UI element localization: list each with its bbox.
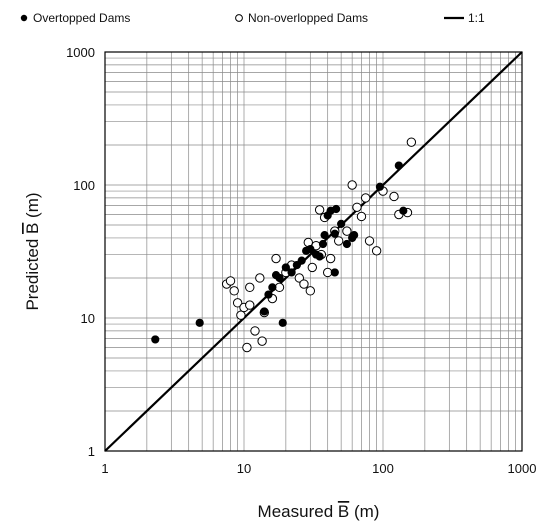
non-overtopped-point (364, 236, 375, 246)
y-axis-title-unit: (m) (23, 192, 42, 222)
non-overtopped-point (299, 279, 309, 289)
non-overtopped-point (255, 273, 265, 283)
non-overtopped-point (232, 298, 243, 308)
overtopped-point (260, 307, 269, 316)
overtopped-point (330, 268, 339, 277)
legend-label: 1:1 (468, 11, 485, 25)
non-overtopped-point (257, 336, 267, 346)
x-axis-title-symbol: B (338, 502, 349, 521)
overtopped-point (399, 206, 408, 215)
y-axis-title: Predicted B (m) (23, 192, 42, 310)
non-overtopped-point (389, 191, 399, 202)
y-axis-title-prefix: Predicted (23, 234, 42, 311)
overtopped-point (330, 229, 339, 238)
legend: Overtopped Dams Non-overlopped Dams 1:1 (20, 11, 485, 25)
non-overtopped-point (274, 282, 285, 293)
y-tick-label: 1 (88, 444, 95, 459)
overtopped-point (315, 252, 324, 261)
non-overtopped-point (325, 253, 336, 264)
overtopped-point (318, 239, 328, 249)
x-axis-title-prefix: Measured (258, 502, 338, 521)
non-overtopped-point (314, 205, 325, 215)
non-overtopped-point (271, 253, 281, 264)
non-overtopped-point (229, 286, 239, 296)
overtopped-point (268, 283, 277, 292)
non-overtopped-point (371, 246, 382, 256)
tick-labels: 1 10 100 1000 1 10 100 1000 (66, 45, 536, 476)
overtopped-point (332, 204, 341, 214)
x-tick-label: 100 (372, 461, 394, 476)
non-overtopped-point (225, 276, 236, 286)
overtopped-point (337, 219, 346, 228)
non-overtopped-point (245, 282, 255, 293)
overtopped-point (394, 161, 403, 170)
x-axis-title: Measured B (m) (258, 502, 380, 521)
legend-non-overtopped-marker (235, 14, 243, 22)
plot-frame (104, 51, 523, 452)
non-overtopped-point (406, 137, 417, 147)
non-overtopped-point (360, 193, 371, 203)
overtopped-point (287, 268, 296, 277)
overtopped-point (375, 182, 385, 191)
non-overtopped-point (305, 286, 316, 296)
overtopped-point (275, 273, 284, 283)
y-tick-label: 100 (73, 178, 95, 193)
overtopped-point (195, 318, 204, 327)
x-axis-title-unit: (m) (349, 502, 379, 521)
legend-overtopped-marker (20, 14, 28, 22)
non-overtopped-point (307, 262, 317, 273)
overtopped-markers (151, 161, 408, 344)
x-tick-label: 1000 (508, 461, 537, 476)
non-overtopped-point (322, 267, 333, 278)
y-tick-label: 10 (81, 311, 95, 326)
non-overtopped-point (250, 326, 260, 336)
overtopped-point (151, 335, 160, 344)
overtopped-point (264, 290, 273, 299)
non-overtopped-point (236, 310, 246, 320)
overtopped-point (342, 239, 352, 249)
overtopped-point (297, 256, 306, 265)
y-tick-label: 1000 (66, 45, 95, 60)
legend-label: Non-overlopped Dams (248, 11, 368, 25)
non-overtopped-point (352, 202, 362, 212)
non-overtopped-point (347, 180, 357, 190)
overtopped-point (350, 231, 359, 240)
x-tick-label: 10 (237, 461, 251, 476)
overtopped-point (306, 244, 315, 254)
non-overtopped-point (294, 273, 305, 283)
y-axis-title-symbol: B (23, 223, 42, 234)
non-overtopped-point (342, 226, 352, 236)
overtopped-point (281, 263, 290, 272)
legend-label: Overtopped Dams (33, 11, 130, 25)
x-tick-label: 1 (101, 461, 108, 476)
overtopped-point (320, 231, 329, 240)
non-overtopped-point (242, 342, 252, 353)
overtopped-point (278, 318, 287, 327)
non-overtopped-point (356, 211, 367, 222)
grid (105, 52, 522, 451)
non-overtopped-point (245, 300, 255, 310)
non-overtopped-point (333, 236, 344, 246)
